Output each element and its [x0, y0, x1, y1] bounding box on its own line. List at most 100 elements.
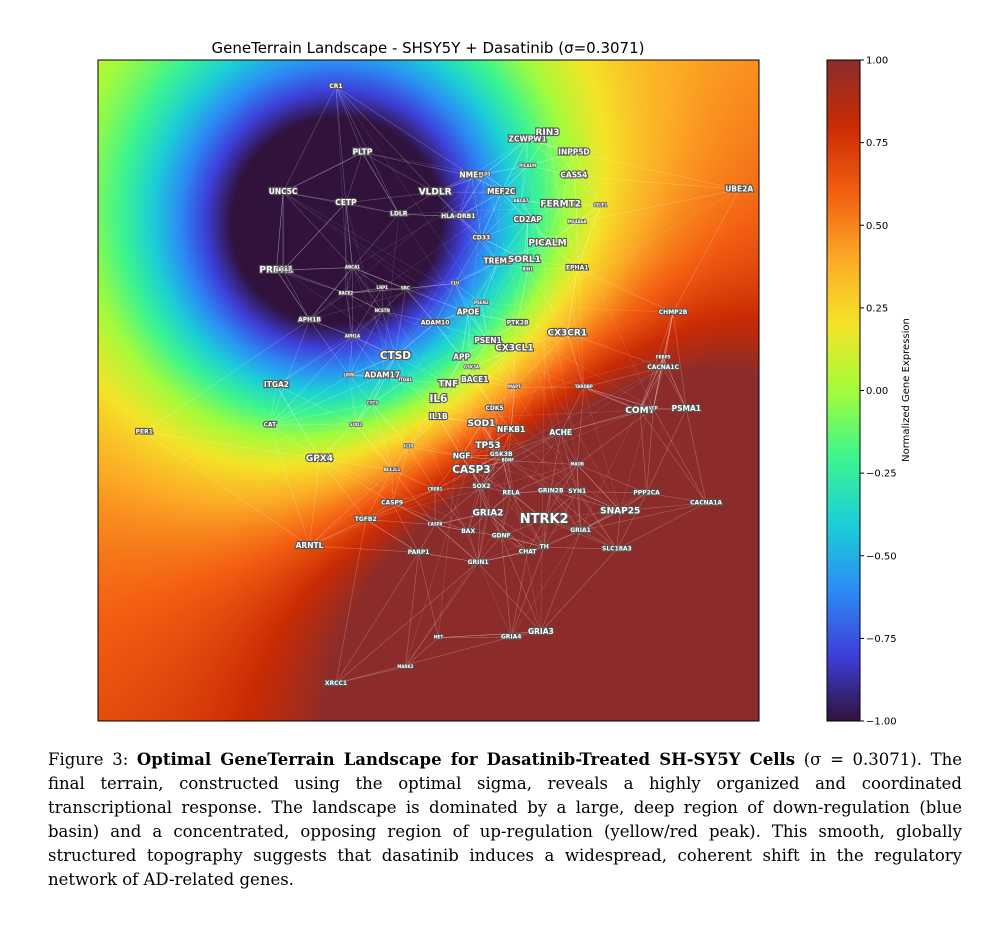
gene-label: BACE2	[339, 290, 354, 295]
network-edge	[391, 446, 409, 470]
network-edge	[547, 132, 575, 176]
network-edge	[527, 132, 548, 140]
network-edge	[487, 429, 512, 446]
colorbar-tick-label: 0.50	[866, 221, 888, 232]
gene-label: GSK3A	[464, 364, 480, 369]
network-edge	[580, 510, 621, 531]
network-edge	[577, 491, 621, 512]
gene-label: APP	[453, 352, 470, 361]
network-edge	[477, 323, 518, 563]
network-edge	[560, 175, 575, 205]
colorbar-tick-label: −0.75	[866, 634, 897, 645]
network-edge	[448, 152, 575, 385]
network-edge	[269, 424, 310, 546]
network-edge	[282, 269, 346, 294]
gene-label: ITGB1	[399, 377, 413, 382]
colorbar	[826, 59, 861, 722]
network-edge	[345, 288, 406, 294]
network-edge	[497, 242, 548, 262]
gene-label: MEF2C	[487, 187, 516, 196]
network-edge	[408, 398, 439, 447]
network-edge	[481, 423, 581, 531]
network-edge	[583, 386, 654, 409]
network-edge	[335, 666, 406, 684]
network-edge	[144, 410, 641, 433]
network-edge	[560, 152, 575, 205]
colorbar-tick-label: −0.50	[866, 551, 897, 562]
network-edge	[438, 357, 664, 418]
gene-label: EPHA1	[566, 265, 588, 272]
gene-label: VLDLR	[419, 188, 452, 198]
network-edge	[520, 165, 528, 201]
network-edge	[580, 492, 647, 531]
network-edge	[520, 139, 528, 201]
gene-label: XRCC1	[325, 680, 347, 687]
network-edge	[484, 174, 502, 193]
network-edge	[435, 174, 485, 193]
network-edge	[481, 423, 512, 431]
network-edge	[434, 456, 462, 490]
network-edge	[639, 357, 664, 411]
network-edge	[283, 191, 346, 204]
gene-label: PER1	[136, 429, 153, 436]
gene-label: BACE1	[461, 375, 488, 384]
network-edge	[580, 510, 621, 531]
network-edge	[345, 287, 383, 294]
network-edge	[652, 357, 664, 409]
network-edge	[382, 287, 472, 470]
gene-label: CASP8	[428, 522, 443, 527]
gene-label: NME8	[459, 171, 483, 180]
network-edge	[560, 203, 578, 223]
network-edge	[481, 423, 512, 431]
network-edge	[497, 242, 548, 262]
network-edge	[481, 460, 509, 487]
network-edge	[544, 519, 581, 531]
network-edge	[481, 454, 502, 487]
gene-label: ARNTL	[296, 541, 324, 550]
network-edge	[335, 552, 419, 684]
gene-label: NGF	[453, 452, 471, 461]
network-edge	[487, 445, 509, 461]
network-edge	[372, 375, 383, 404]
network-edge	[319, 458, 393, 471]
network-edge	[481, 445, 489, 487]
gene-label: FERMT2	[540, 200, 581, 210]
network-edge	[382, 192, 502, 376]
network-edge	[500, 492, 512, 536]
gene-label: MAOB	[570, 462, 584, 467]
network-edge	[434, 524, 479, 563]
network-edge	[398, 213, 459, 217]
network-edge	[487, 322, 518, 342]
network-edge	[520, 200, 548, 244]
network-edge	[405, 552, 419, 667]
network-edge	[544, 510, 621, 520]
gene-label: RIN3	[535, 128, 559, 138]
network-edges	[144, 86, 740, 684]
network-edge	[269, 375, 383, 426]
network-edge	[319, 424, 356, 459]
gene-label: IL6	[429, 393, 447, 405]
network-edge	[398, 205, 601, 215]
network-edge	[494, 408, 512, 431]
network-edge	[467, 312, 472, 470]
gene-label: ABCA1	[345, 265, 360, 270]
network-edge	[309, 319, 353, 337]
caption-label: Figure 3:	[48, 750, 129, 769]
network-edge	[405, 259, 525, 381]
network-edge	[382, 152, 575, 289]
gene-label: PLD3	[479, 171, 491, 176]
network-edge	[467, 486, 482, 532]
network-edge	[309, 519, 366, 547]
gene-label: CR1	[329, 83, 342, 90]
network-edge	[639, 357, 664, 411]
network-edge	[474, 379, 495, 409]
network-edge	[500, 454, 512, 494]
network-edge	[576, 464, 581, 531]
network-edge	[458, 191, 502, 217]
network-edge	[471, 347, 515, 368]
network-edge	[507, 460, 578, 492]
network-edge	[576, 387, 585, 465]
network-edge	[458, 191, 502, 217]
network-edge	[484, 165, 528, 175]
gene-label: PRDX1	[259, 266, 293, 276]
